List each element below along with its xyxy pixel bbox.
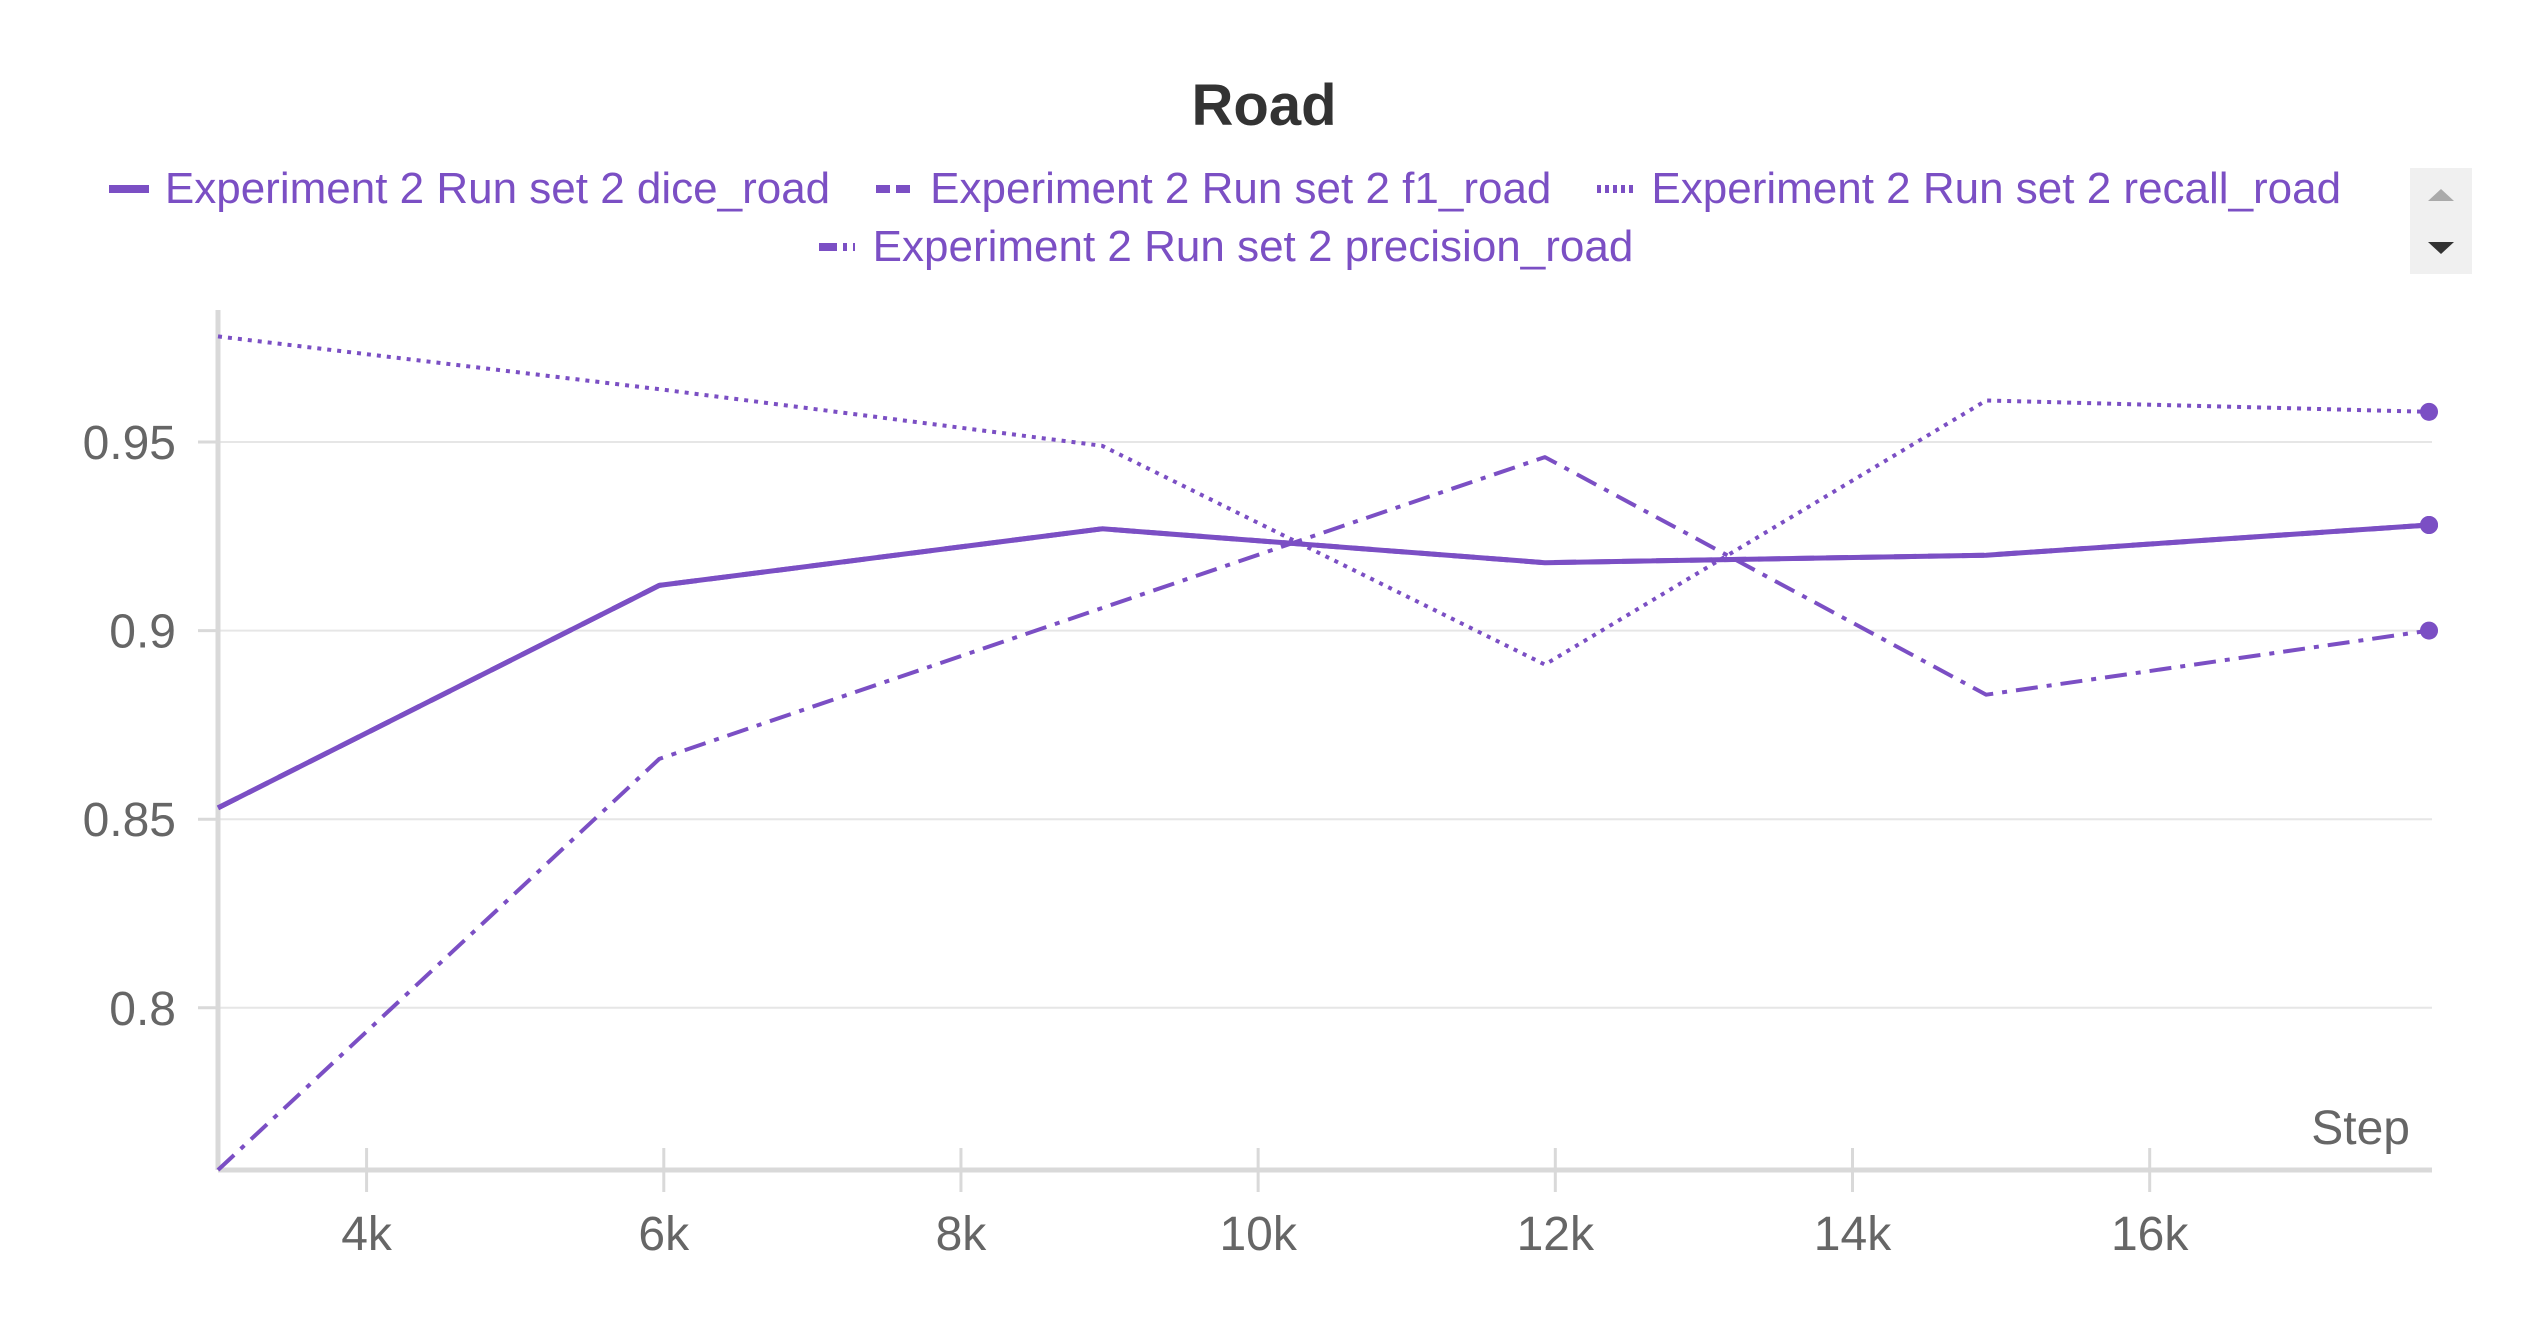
legend-scroll-up-button[interactable] [2410,168,2472,221]
series-line-solid [216,522,2430,811]
legend: Experiment 2 Run set 2 dice_road Experim… [60,160,2390,276]
x-axis-label: Step [2311,1102,2410,1155]
legend-item-recall-road[interactable]: Experiment 2 Run set 2 recall_road [1595,164,2341,214]
legend-item-f1-road[interactable]: Experiment 2 Run set 2 f1_road [874,164,1551,214]
series-end-point [2420,516,2439,534]
legend-row: Experiment 2 Run set 2 dice_road Experim… [60,160,2390,218]
legend-scroll-down-button[interactable] [2410,221,2472,274]
y-tick-label: 0.85 [83,794,176,847]
chart-title: Road [1191,73,1337,138]
series-line-dashdot [216,455,2430,1172]
legend-label: Experiment 2 Run set 2 precision_road [872,222,1634,271]
x-tick-label: 4k [341,1208,393,1261]
triangle-up-icon [2428,188,2454,201]
x-tick-label: 12k [1517,1208,1595,1261]
series-line-dashed [216,522,2430,811]
series-line-dotted [217,334,2430,667]
x-tick-label: 10k [1219,1208,1297,1261]
y-tick-label: 0.95 [83,417,176,470]
legend-swatch-dashdot [818,243,855,251]
legend-swatch-dotted [1597,185,1634,193]
legend-label: Experiment 2 Run set 2 f1_road [930,164,1552,213]
y-tick-label: 0.8 [109,983,176,1036]
legend-item-dice-road[interactable]: Experiment 2 Run set 2 dice_road [108,164,831,214]
series-end-point [2420,621,2439,640]
legend-label: Experiment 2 Run set 2 dice_road [164,164,831,213]
x-tick-label: 8k [936,1208,988,1261]
legend-row: Experiment 2 Run set 2 precision_road [60,218,2390,276]
legend-scroller [2410,168,2472,274]
x-tick-label: 6k [638,1208,690,1261]
triangle-down-icon [2428,241,2454,254]
legend-item-precision-road[interactable]: Experiment 2 Run set 2 precision_road [817,222,1634,272]
legend-label: Experiment 2 Run set 2 recall_road [1651,164,2342,213]
x-tick-label: 16k [2111,1208,2189,1261]
legend-swatch-solid [108,185,149,193]
legend-swatch-dashed [876,185,913,193]
y-tick-label: 0.9 [109,606,176,659]
series-end-point [2420,402,2439,421]
x-tick-label: 14k [1814,1208,1892,1261]
